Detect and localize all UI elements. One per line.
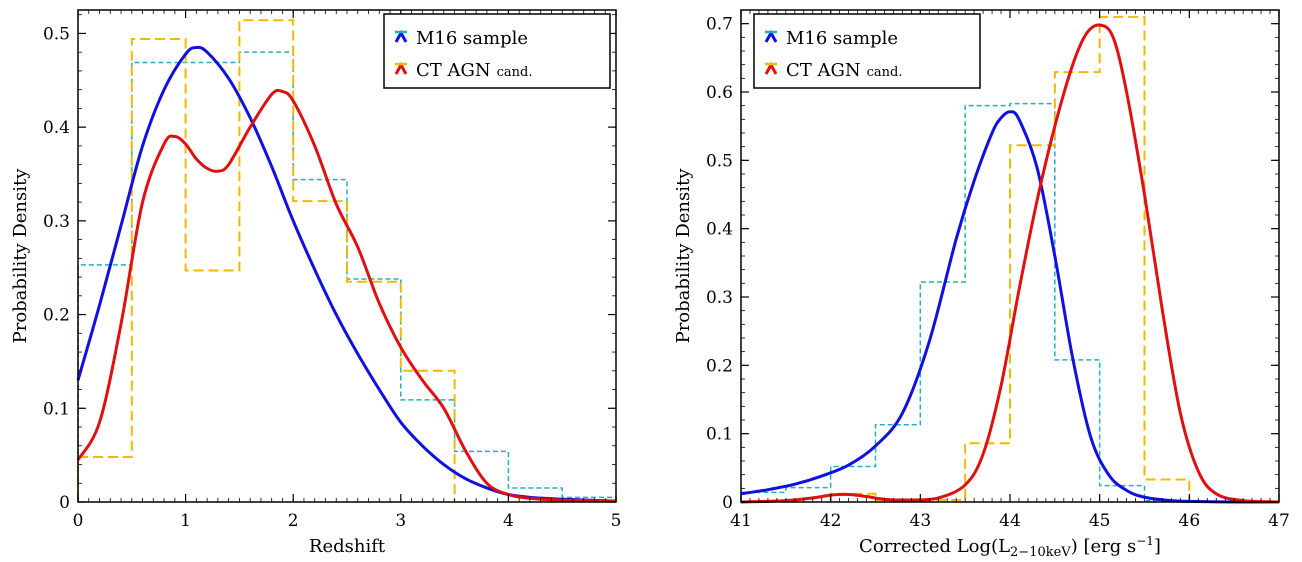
legend-box: [383, 13, 611, 89]
x-tick-label: 45: [1089, 511, 1111, 531]
y-tick-label: 0.4: [43, 118, 70, 138]
legend-label: CT AGN cand.: [786, 60, 903, 81]
x-tick-label: 43: [910, 511, 932, 531]
y-tick-label: 0: [722, 493, 733, 513]
histogram-ct-agn: [829, 15, 1191, 502]
legend-label: CT AGN cand.: [416, 60, 533, 81]
x-tick-label: 1: [180, 511, 191, 531]
x-tick-label: 46: [1179, 511, 1201, 531]
legend-label: M16 sample: [416, 28, 528, 49]
x-tick-label: 4: [503, 511, 514, 531]
y-tick-label: 0.1: [43, 399, 70, 419]
x-tick-label: 47: [1268, 511, 1290, 531]
y-tick-label: 0.1: [706, 425, 733, 445]
y-axis-label: Probability Density: [673, 168, 694, 344]
luminosity-panel: 41 42 43 44 45 46 47 0 0.1 0.2 0.3 0.4 0.5 0.6 0.7 Corr…: [673, 9, 1290, 560]
legend-label: M16 sample: [786, 28, 898, 49]
y-tick-label: 0.7: [706, 15, 733, 35]
x-tick-label: 5: [611, 511, 622, 531]
redshift-panel: 0 1 2 3 4 5 0 0.1 0.2 0.3 0.4 0.5 Redshift Probabilit…: [10, 9, 622, 557]
y-tick-label: 0: [59, 493, 70, 513]
legend-box: [753, 13, 981, 89]
x-tick-label: 42: [820, 511, 842, 531]
x-tick-label: 41: [730, 511, 752, 531]
y-tick-label: 0.3: [43, 212, 70, 232]
x-tick-label: 3: [395, 511, 406, 531]
y-tick-label: 0.2: [706, 356, 733, 376]
y-tick-label: 0.5: [43, 24, 70, 44]
histogram-ct-agn: [77, 19, 456, 502]
y-tick-label: 0.3: [706, 288, 733, 308]
y-axis-label: Probability Density: [10, 168, 31, 344]
x-tick-label: 44: [999, 511, 1021, 531]
x-axis-label: Redshift: [309, 536, 386, 557]
x-tick-label: 0: [73, 511, 84, 531]
y-tick-label: 0.2: [43, 306, 70, 326]
density-curve-ct-agn: [76, 88, 617, 503]
y-tick-label: 0.4: [706, 220, 733, 240]
density-curve-m16: [740, 110, 1280, 504]
x-axis-label: Corrected Log(L2−10keV) [erg s−1]: [859, 534, 1161, 560]
density-curve-ct-agn: [740, 23, 1280, 504]
y-tick-label: 0.5: [706, 151, 733, 171]
density-curve-m16: [76, 45, 617, 503]
y-tick-label: 0.6: [706, 83, 733, 103]
x-tick-label: 2: [288, 511, 299, 531]
histogram-m16: [740, 102, 1191, 502]
